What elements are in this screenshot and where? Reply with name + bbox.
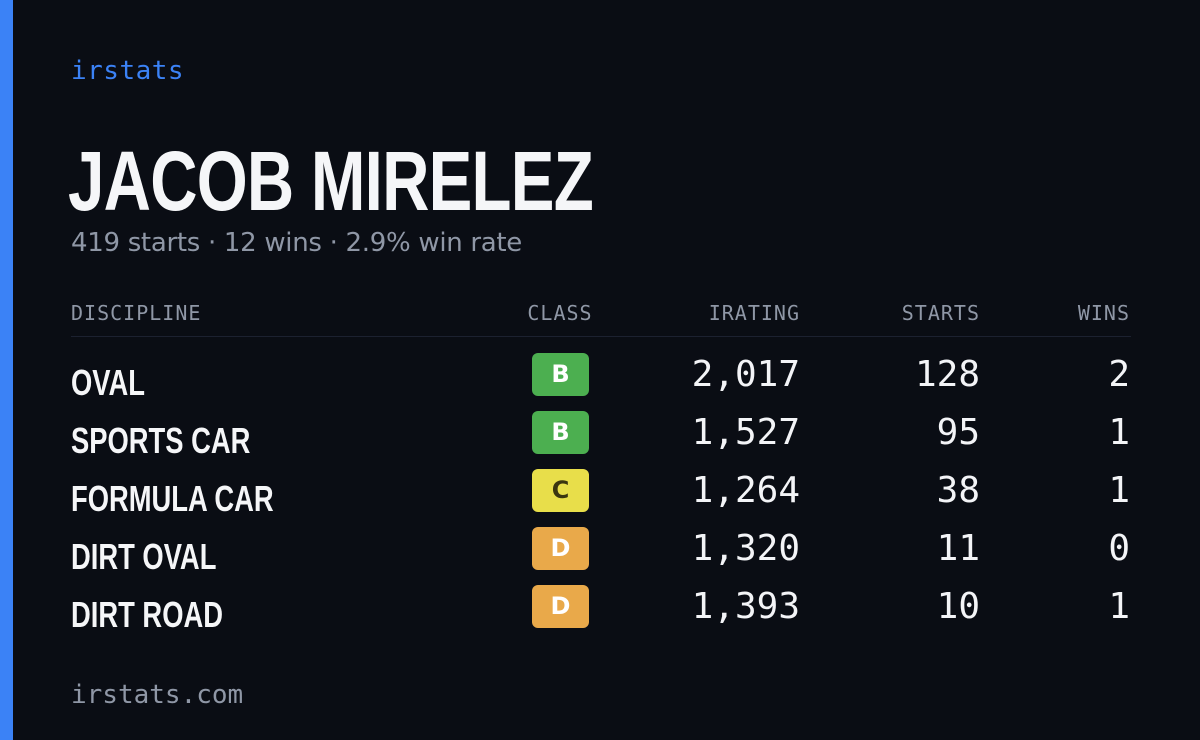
wins-value: 2 (1108, 354, 1130, 395)
driver-name: JACOB MIRELEZ (68, 134, 594, 228)
header-class: CLASS (527, 301, 593, 325)
irating-value: 2,017 (691, 354, 800, 395)
brand-logo-text: irstats (71, 56, 185, 86)
table-row: OVAL B 2,017 128 2 (71, 353, 1131, 411)
starts-value: 38 (936, 470, 980, 511)
wins-value: 1 (1108, 586, 1130, 627)
starts-value: 10 (936, 586, 980, 627)
irating-value: 1,527 (691, 412, 800, 453)
driver-summary: 419 starts · 12 wins · 2.9% win rate (71, 228, 523, 258)
wins-value: 0 (1108, 528, 1130, 569)
starts-value: 128 (914, 354, 980, 395)
class-badge: D (532, 585, 589, 628)
table-header: DISCIPLINE CLASS IRATING STARTS WINS (71, 298, 1131, 337)
table-body: OVAL B 2,017 128 2 SPORTS CAR B 1,527 95 1 FORMULA… (71, 353, 1131, 643)
footer-url: irstats.com (71, 680, 244, 710)
header-wins: WINS (1077, 301, 1130, 325)
discipline-name: OVAL (71, 362, 145, 403)
starts-value: 95 (936, 412, 980, 453)
table-row: FORMULA CAR C 1,264 38 1 (71, 469, 1131, 527)
discipline-name: DIRT OVAL (71, 536, 217, 577)
starts-value: 11 (936, 528, 980, 569)
wins-value: 1 (1108, 470, 1130, 511)
irating-value: 1,320 (691, 528, 800, 569)
class-badge: C (532, 469, 589, 512)
header-starts: STARTS (901, 301, 980, 325)
class-badge: B (532, 353, 589, 396)
header-discipline: DISCIPLINE (71, 301, 202, 325)
discipline-name: SPORTS CAR (71, 420, 251, 461)
wins-value: 1 (1108, 412, 1130, 453)
accent-bar (0, 0, 13, 740)
discipline-name: DIRT ROAD (71, 594, 223, 635)
discipline-table: DISCIPLINE CLASS IRATING STARTS WINS OVA… (71, 298, 1131, 643)
table-row: SPORTS CAR B 1,527 95 1 (71, 411, 1131, 469)
table-row: DIRT ROAD D 1,393 10 1 (71, 585, 1131, 643)
table-row: DIRT OVAL D 1,320 11 0 (71, 527, 1131, 585)
irating-value: 1,393 (691, 586, 800, 627)
class-badge: D (532, 527, 589, 570)
irating-value: 1,264 (691, 470, 800, 511)
discipline-name: FORMULA CAR (71, 478, 274, 519)
class-badge: B (532, 411, 589, 454)
header-irating: IRATING (708, 301, 800, 325)
